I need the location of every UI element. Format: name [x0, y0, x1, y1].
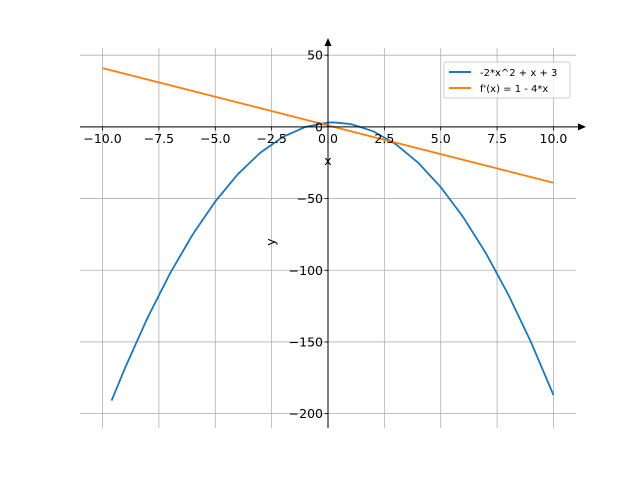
series-line-1: [110, 121, 555, 401]
y-tick-label-3: −100: [289, 263, 323, 278]
x-axis-label: x: [324, 153, 331, 168]
x-tick-label-0: −10.0: [83, 131, 121, 146]
y-axis-arrow: [324, 38, 332, 46]
tick-labels: −10.0 −7.5 −5.0 −2.5 0.0 2.5 5.0 7.5 10.0 50 0 −50 −…: [83, 48, 567, 421]
x-tick-label-6: 5.0: [431, 131, 451, 146]
y-axis-label: y: [263, 238, 278, 246]
x-axis-arrow: [578, 123, 586, 131]
legend-label-series-1: -2*x^2 + x + 3: [480, 68, 557, 79]
y-tick-label-2: −50: [297, 191, 323, 206]
axes: [80, 38, 586, 428]
legend-box: [443, 61, 571, 99]
x-tick-label-5: 2.5: [374, 131, 394, 146]
x-tick-label-2: −5.0: [200, 131, 230, 146]
legend-label-series-2: f'(x) = 1 - 4*x: [480, 84, 548, 95]
y-tick-label-4: −150: [289, 334, 323, 349]
y-tick-label-1: 0: [315, 119, 323, 134]
x-tick-label-3: −2.5: [256, 131, 286, 146]
legend: -2*x^2 + x + 3 f'(x) = 1 - 4*x: [443, 61, 571, 99]
x-tick-label-4: 0.0: [318, 131, 338, 146]
x-tick-label-8: 10.0: [540, 131, 568, 146]
x-tick-label-1: −7.5: [144, 131, 174, 146]
y-tick-label-0: 50: [307, 48, 323, 63]
x-tick-label-7: 7.5: [487, 131, 507, 146]
y-tick-label-5: −200: [289, 406, 323, 421]
